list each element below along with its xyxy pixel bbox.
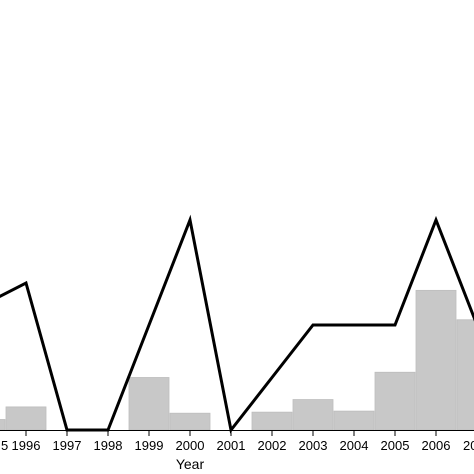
bar-2004: [333, 410, 375, 431]
x-tick-label-2006: 2006: [422, 438, 451, 453]
x-tick-label-2005: 2005: [381, 438, 410, 453]
bar-2003: [292, 399, 334, 431]
bar-2006: [415, 289, 457, 431]
x-tick-label-1995: 5: [1, 438, 8, 453]
x-axis-ticks: 5 1996 1997 1998 1999 2000 2001 2002 2003 2004 200…: [1, 430, 474, 453]
x-tick-label-2000: 2000: [176, 438, 205, 453]
bar-2002: [251, 411, 293, 431]
bar-series: [0, 289, 474, 431]
bar-1996: [5, 406, 47, 431]
x-tick-label-1998: 1998: [94, 438, 123, 453]
bar-2000: [169, 412, 211, 431]
x-tick-label-2002: 2002: [258, 438, 287, 453]
bar-1995: [0, 419, 6, 431]
bar-1999: [128, 377, 170, 431]
x-tick-label-1997: 1997: [53, 438, 82, 453]
x-tick-label-1996: 1996: [12, 438, 41, 453]
x-axis-title: Year: [176, 456, 205, 472]
x-tick-label-2003: 2003: [299, 438, 328, 453]
x-tick-label-2001: 2001: [217, 438, 246, 453]
x-tick-label-2007: 20: [463, 438, 474, 453]
x-tick-label-1999: 1999: [135, 438, 164, 453]
bar-2007: [456, 319, 474, 431]
x-tick-label-2004: 2004: [340, 438, 369, 453]
bar-2005: [374, 371, 416, 431]
